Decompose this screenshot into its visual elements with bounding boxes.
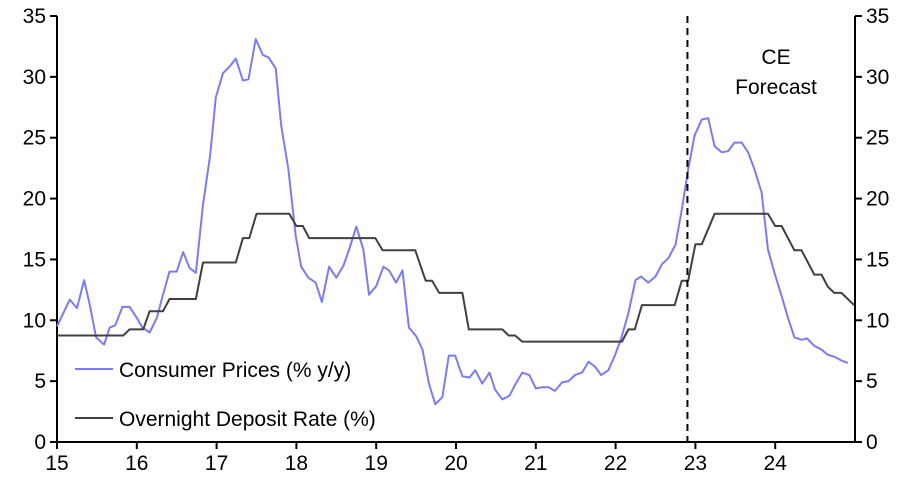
x-tick-label: 23 <box>684 452 707 475</box>
deposit-rate-series-line <box>57 212 855 343</box>
y-tick-label-right: 5 <box>866 370 878 393</box>
y-tick-label-left: 5 <box>34 370 46 393</box>
series-lines <box>56 38 855 406</box>
y-tick-label-left: 10 <box>23 309 46 332</box>
y-tick-label-left: 25 <box>23 127 46 150</box>
forecast-label-line2: Forecast <box>735 76 817 99</box>
y-tick-label-left: 35 <box>23 5 46 28</box>
y-tick-label-right: 30 <box>866 66 889 89</box>
legend: Consumer Prices (% y/y) Overnight Deposi… <box>75 359 376 431</box>
y-tick-label-left: 30 <box>23 66 46 89</box>
forecast-label-line1: CE <box>761 46 790 69</box>
y-tick-label-right: 25 <box>866 127 889 150</box>
y-tick-label-right: 35 <box>866 5 889 28</box>
axes: 0 0 5 5 10 10 15 15 20 20 25 25 30 30 35 35 15 16 17 18 19 20… <box>23 5 890 475</box>
x-tick-label: 15 <box>45 452 68 475</box>
y-tick-label-left: 20 <box>23 188 46 211</box>
x-tick-label: 17 <box>205 452 228 475</box>
x-tick-label: 24 <box>764 452 788 475</box>
y-tick-label-right: 0 <box>866 431 878 454</box>
y-tick-label-right: 15 <box>866 248 889 271</box>
legend-label-cpi: Consumer Prices (% y/y) <box>119 359 351 382</box>
x-tick-label: 20 <box>444 452 467 475</box>
x-tick-label: 21 <box>524 452 547 475</box>
y-tick-label-right: 10 <box>866 309 889 332</box>
x-tick-label: 18 <box>285 452 308 475</box>
x-tick-label: 19 <box>365 452 388 475</box>
y-tick-label-left: 0 <box>34 431 46 454</box>
cpi-series-line <box>56 38 849 406</box>
x-tick-label: 16 <box>125 452 148 475</box>
x-tick-label: 22 <box>604 452 627 475</box>
legend-label-rate: Overnight Deposit Rate (%) <box>119 408 376 431</box>
y-tick-label-right: 20 <box>866 188 889 211</box>
y-tick-label-left: 15 <box>23 248 46 271</box>
